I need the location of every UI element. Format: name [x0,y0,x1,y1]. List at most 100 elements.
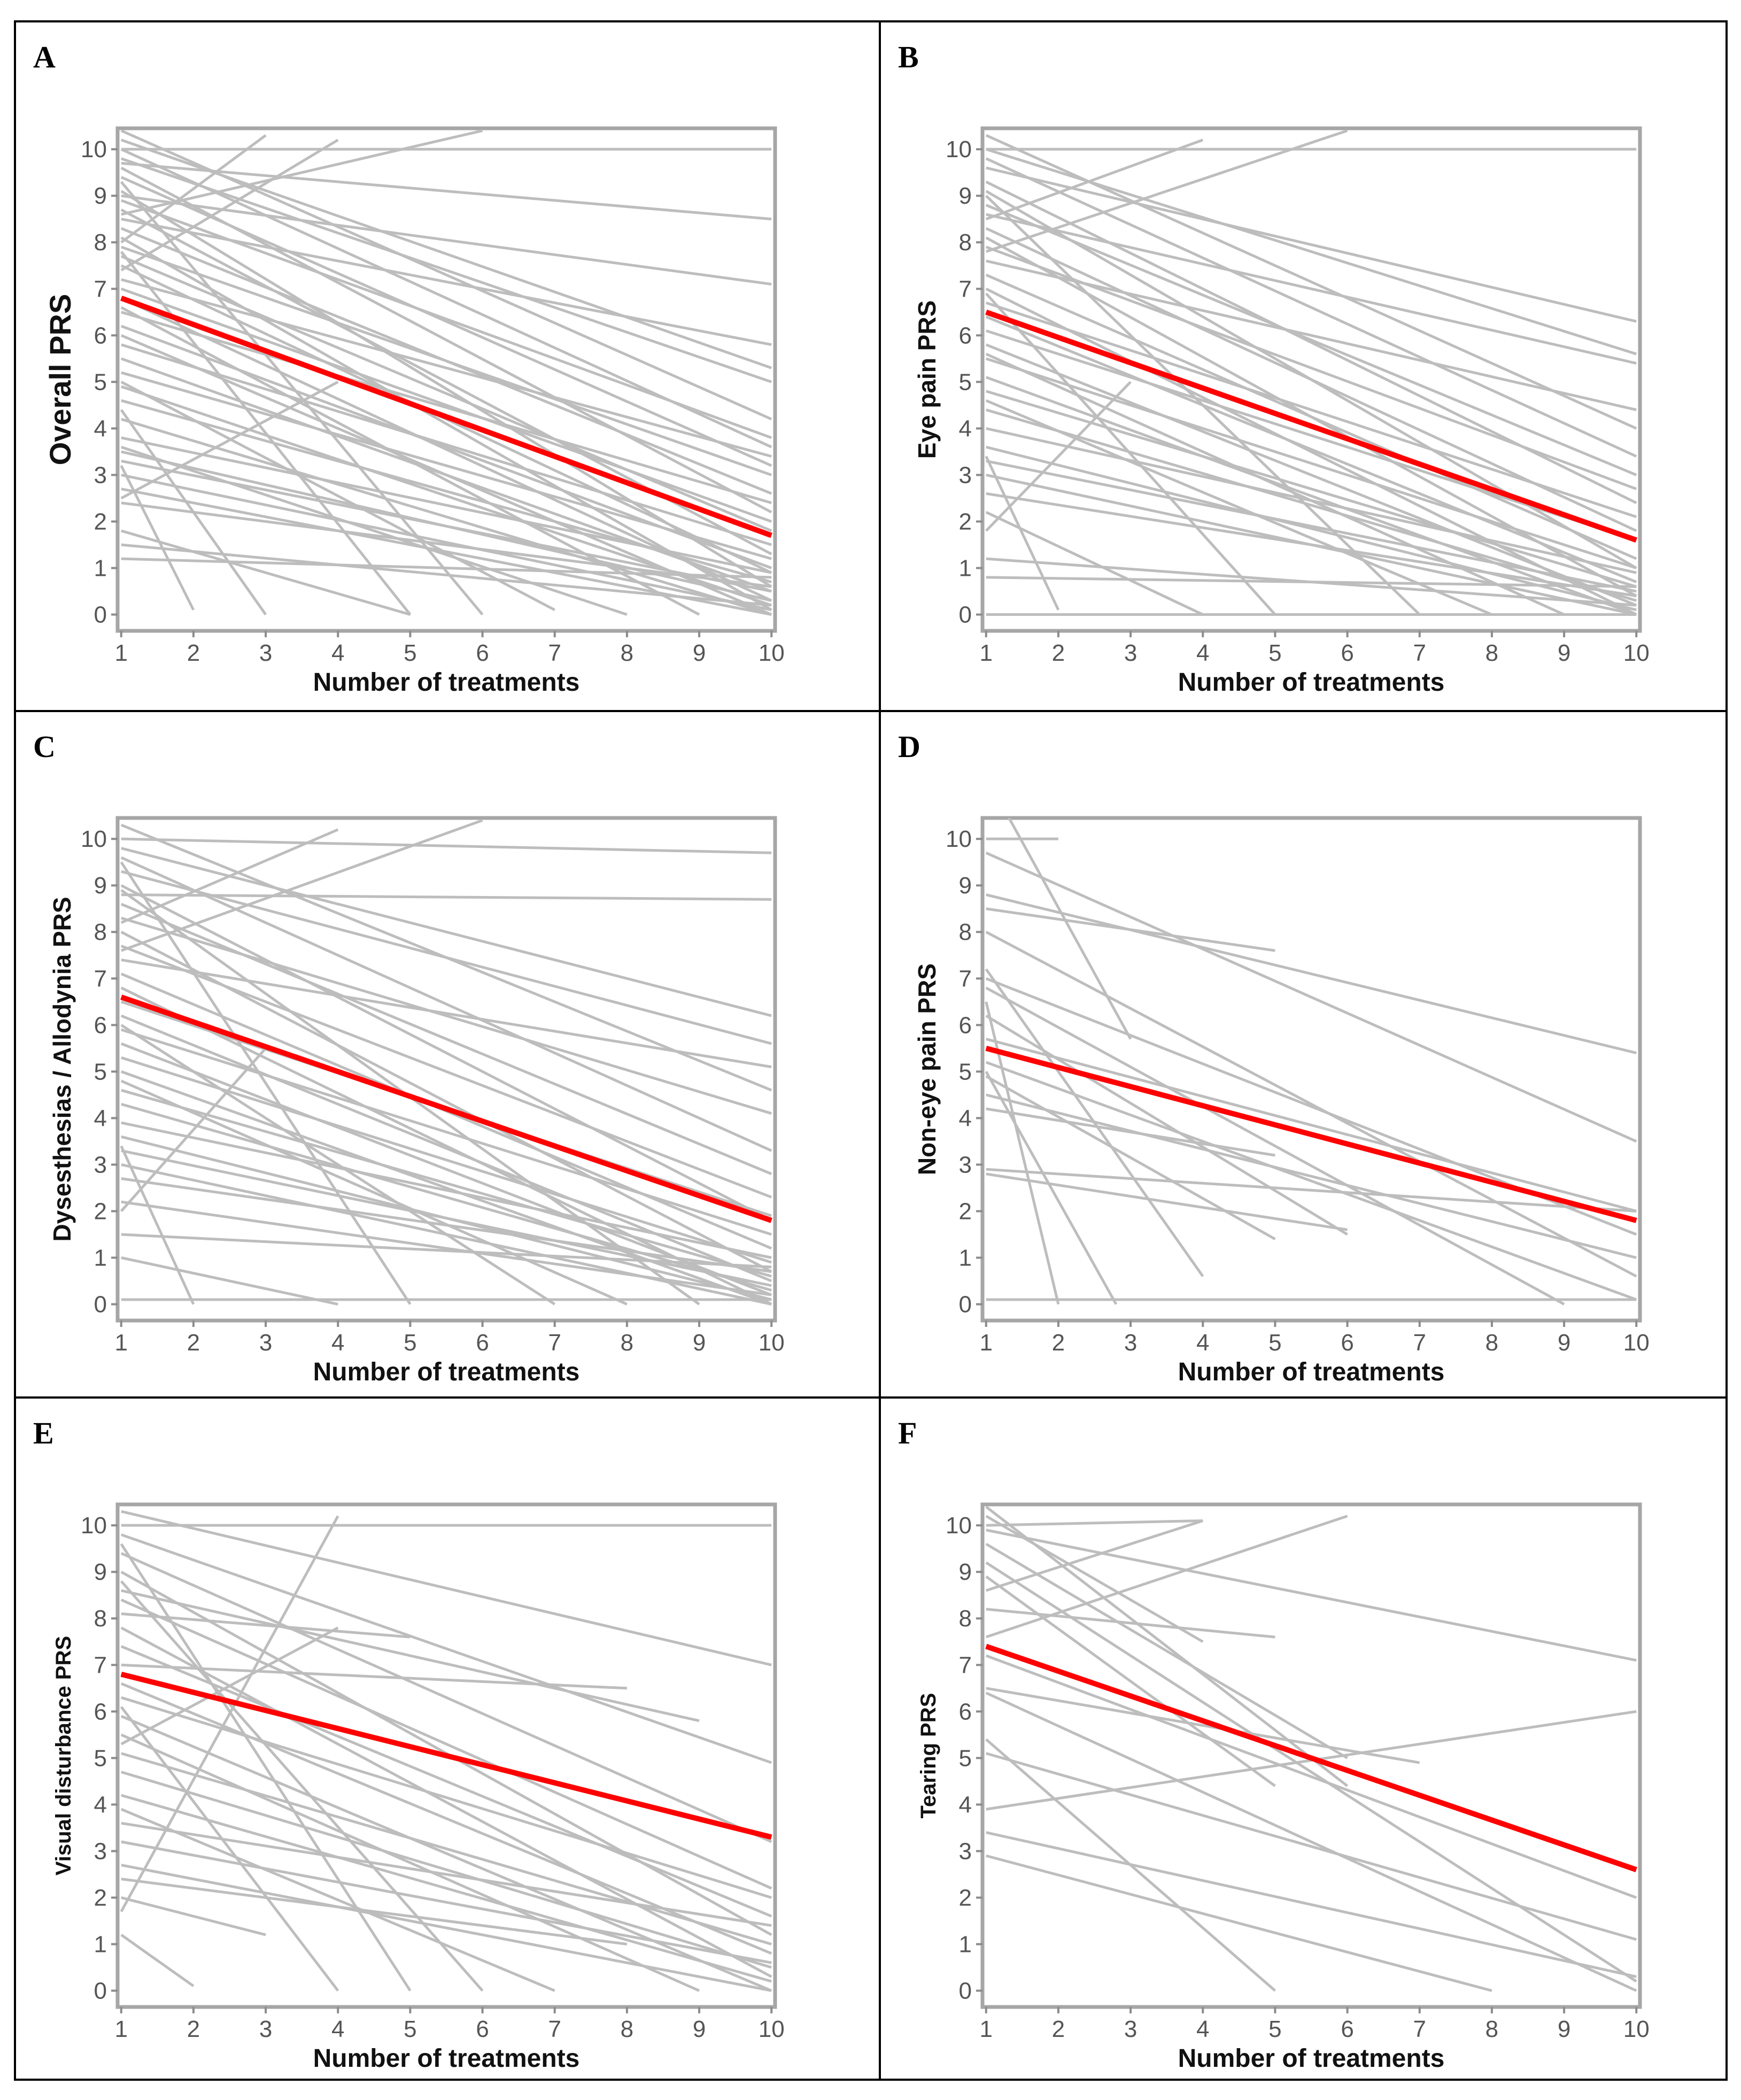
x-tick-label: 7 [1413,1330,1426,1356]
trajectory-line [121,1102,772,1292]
x-tick-label: 10 [1623,2016,1650,2042]
y-tick-label: 8 [959,1605,972,1632]
x-tick-label: 1 [980,2016,993,2042]
y-tick-label: 10 [81,826,107,852]
y-tick-label: 0 [94,602,107,628]
x-tick-label: 1 [980,1330,993,1356]
y-tick-label: 9 [959,1559,972,1585]
trajectory-line [121,1510,772,1666]
trajectory-line [985,1515,1348,1639]
trajectory-line [121,1233,772,1269]
trajectories-layer [985,129,1637,616]
y-tick-label: 3 [959,462,972,488]
x-tick-label: 8 [621,1330,633,1356]
trajectory-line [121,218,772,346]
trajectory-line [985,399,1492,616]
x-tick-label: 1 [115,1330,128,1356]
trajectory-line [985,157,1637,458]
trajectory-line [986,1752,1637,1941]
trajectory-line [121,399,772,584]
y-tick-label: 1 [94,1245,107,1271]
x-tick-label: 7 [1413,640,1426,666]
trajectory-line [120,902,772,1176]
trajectory-line [120,1145,195,1305]
trend-line [985,1045,1637,1223]
trajectory-line [120,245,772,476]
trajectory-line [121,418,772,616]
x-tick-label: 2 [1052,1330,1065,1356]
trajectory-line [985,1519,1204,1592]
x-tick-label: 8 [1485,1330,1498,1356]
y-axis-title: Dysesthesias / Allodynia PRS [48,897,76,1241]
trajectory-line [120,856,772,1152]
y-tick-label: 0 [94,1978,107,2004]
y-tick-label: 2 [94,1885,107,1911]
y-tick-label: 9 [959,183,972,209]
x-tick-label: 7 [548,1330,561,1356]
trajectory-line [121,278,772,458]
y-tick-label: 5 [959,1745,972,1771]
trajectory-line [985,511,1204,616]
trajectory-line [986,1854,1492,1992]
y-axis-title: Non-eye pain PRS [913,963,941,1175]
trajectory-line [121,1056,772,1264]
trajectory-line [121,371,772,560]
trajectory-line [985,1014,1348,1236]
y-tick-label: 5 [959,1059,972,1085]
trajectory-line [120,1706,339,1992]
trajectory-line [985,292,1276,616]
y-tick-label: 9 [959,873,972,899]
trajectory-line [120,861,412,1305]
y-tick-label: 3 [94,1838,107,1864]
trajectory-line [121,1088,772,1278]
trajectory-line [986,1038,1637,1213]
x-tick-label: 5 [404,2016,416,2042]
trajectory-line [985,288,1637,616]
trajectory-line [121,161,772,221]
trajectory-line [120,251,412,616]
trajectory-line [120,181,484,616]
trajectory-line [985,138,1204,221]
trajectory-line [120,1626,339,1746]
trajectory-line [120,1024,556,1306]
y-tick-label: 2 [94,508,107,535]
trajectory-line [120,381,555,612]
x-tick-label: 4 [1196,2016,1209,2042]
x-tick-label: 3 [259,2016,272,2042]
x-tick-label: 5 [1268,640,1281,666]
x-tick-label: 7 [1413,2016,1426,2042]
x-tick-label: 4 [331,2016,344,2042]
trajectory-line [120,1715,772,1992]
y-tick-label: 2 [94,1198,107,1224]
trajectory-line [986,148,1637,356]
y-tick-label: 10 [946,826,972,852]
y-tick-label: 2 [959,1885,972,1911]
trajectory-line [120,1599,772,1890]
trajectory-line [120,1580,484,1992]
trajectory-line [985,245,1637,490]
trajectory-line [985,381,1132,532]
x-tick-label: 9 [1558,2016,1570,2042]
panel-border-grid [14,20,1728,2081]
trajectory-line [120,1552,772,1843]
y-tick-label: 10 [946,1512,972,1539]
x-tick-label: 6 [1341,640,1353,666]
y-tick-label: 8 [94,919,107,945]
trajectory-line [120,1042,772,1296]
trajectory-line [121,1696,772,1899]
trajectory-line [120,176,772,467]
y-tick-label: 6 [94,1012,107,1038]
trajectory-line [120,465,195,611]
trajectory-line [985,1071,1118,1305]
trajectory-line [120,819,483,952]
x-tick-label: 9 [1558,640,1570,666]
trajectory-line [985,1061,1637,1301]
x-axis-title: Number of treatments [1178,1358,1445,1386]
y-tick-label: 7 [959,1652,972,1678]
trajectory-line [120,445,628,616]
x-tick-label: 5 [1268,2016,1281,2042]
trajectory-line [986,259,1637,412]
y-tick-label: 7 [94,276,107,302]
trajectories-layer [120,129,772,616]
